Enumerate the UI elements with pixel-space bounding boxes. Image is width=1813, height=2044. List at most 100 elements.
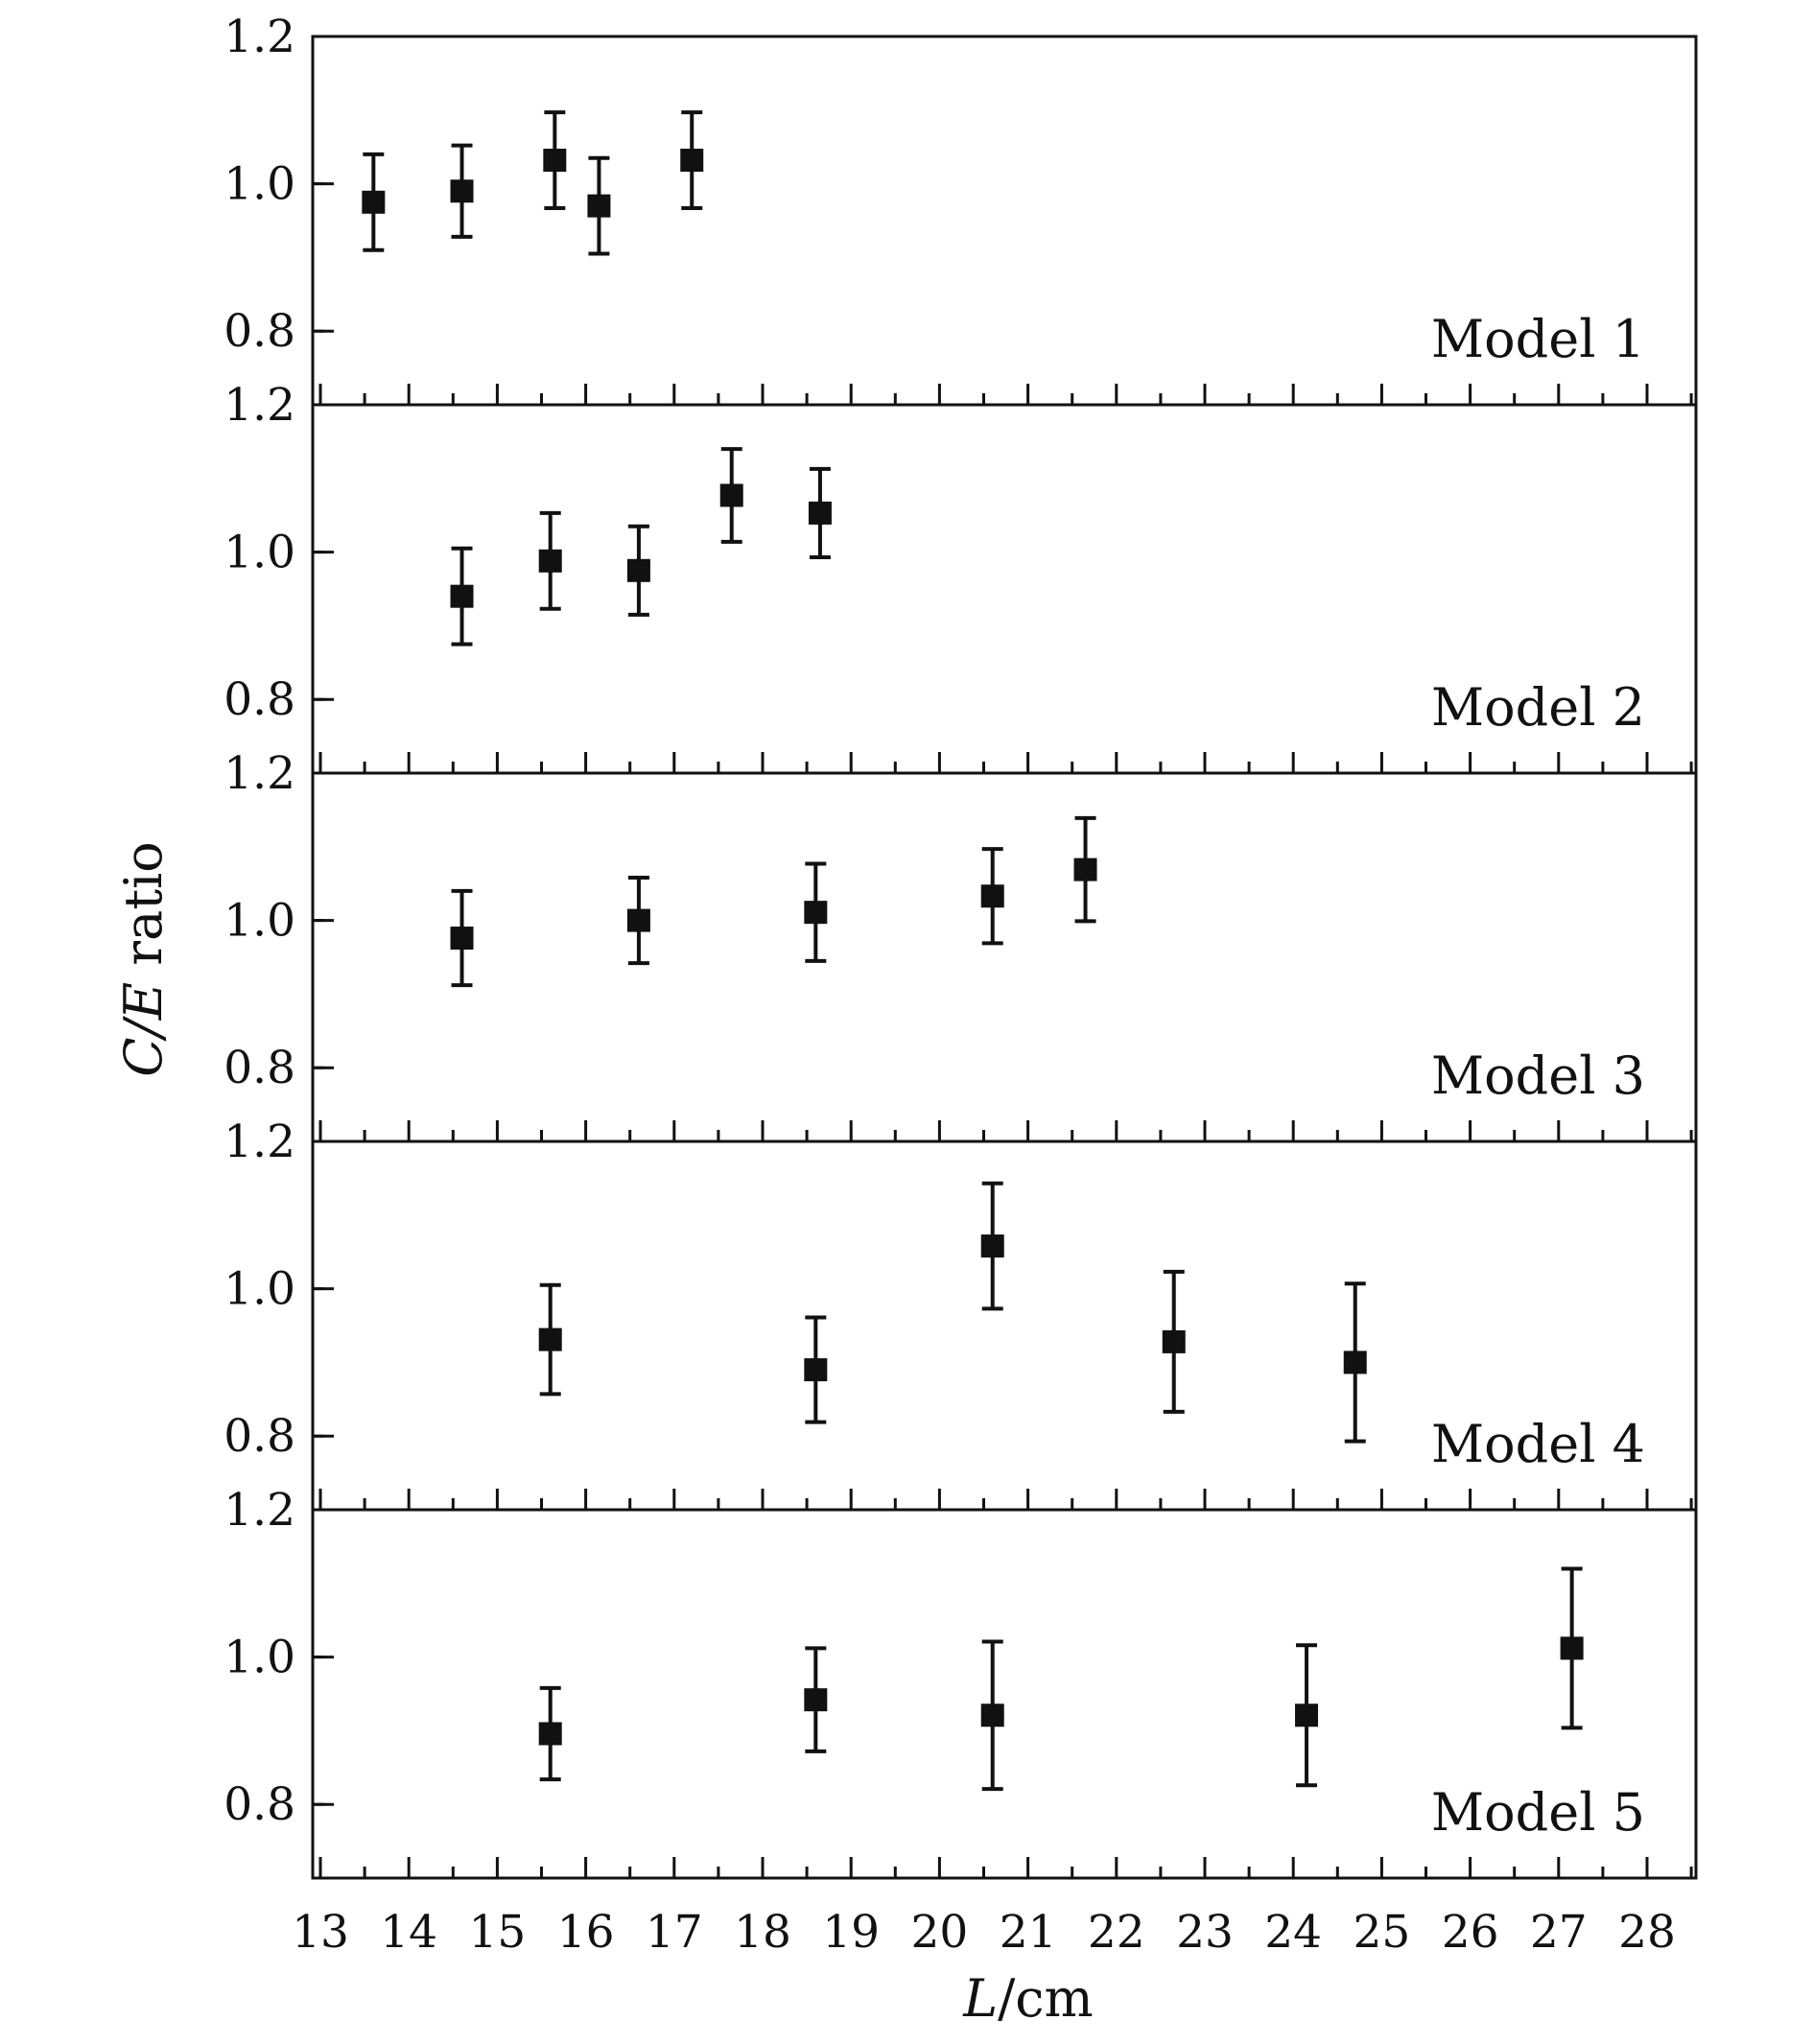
panel-1: 0.8 1.0 1.2 Model 1 <box>224 11 1698 407</box>
panel-4: 0.8 1.0 1.2 Model 4 <box>224 1116 1698 1512</box>
data-point <box>980 1181 1004 1311</box>
x-tick-label: 24 <box>1264 1906 1322 1959</box>
panel-label: Model 2 <box>1431 677 1645 738</box>
marker-square <box>719 483 743 507</box>
data-point <box>538 1685 562 1782</box>
y-tick-label: 0.8 <box>224 673 295 726</box>
marker-square <box>808 501 832 525</box>
data-point <box>543 110 567 210</box>
marker-square <box>450 179 474 203</box>
x-axis-title: L/cm <box>962 1968 1094 2029</box>
marker-square <box>980 1234 1004 1258</box>
y-tick-label: 0.8 <box>224 305 295 358</box>
data-point <box>450 888 474 988</box>
panel-label: Model 4 <box>1431 1414 1645 1474</box>
marker-square <box>1073 858 1097 881</box>
data-point <box>1295 1643 1319 1788</box>
data-point <box>626 876 650 966</box>
marker-square <box>450 584 474 608</box>
data-point <box>587 155 611 256</box>
data-point <box>980 1639 1004 1792</box>
marker-square <box>1343 1351 1367 1374</box>
marker-square <box>980 884 1004 908</box>
marker-square <box>587 194 611 218</box>
y-tick-label: 1.2 <box>224 747 295 800</box>
marker-square <box>626 908 650 932</box>
y-tick-label: 0.8 <box>224 1042 295 1094</box>
data-point <box>719 447 743 544</box>
x-tick-label: 17 <box>646 1906 703 1959</box>
data-point <box>538 510 562 611</box>
data-point <box>450 546 474 646</box>
marker-square <box>1560 1636 1584 1660</box>
x-tick-label: 25 <box>1353 1906 1410 1959</box>
x-tick-label: 19 <box>822 1906 880 1959</box>
data-point <box>538 1282 562 1397</box>
marker-square <box>680 149 704 173</box>
x-tick-label: 14 <box>380 1906 437 1959</box>
y-tick-label: 0.8 <box>224 1410 295 1463</box>
marker-square <box>543 149 567 173</box>
x-tick-label: 13 <box>292 1906 349 1959</box>
panel-label: Model 3 <box>1431 1045 1645 1106</box>
x-tick-label: 15 <box>468 1906 526 1959</box>
data-point <box>1560 1566 1584 1730</box>
x-tick-label: 18 <box>734 1906 791 1959</box>
y-axis-title: C/E ratio <box>113 841 174 1077</box>
panel-3: 0.8 1.0 1.2 Model 3 <box>224 747 1698 1143</box>
data-point <box>804 1315 828 1424</box>
y-axis-variable: C/E <box>113 982 174 1077</box>
y-tick-label: 1.2 <box>224 1116 295 1168</box>
marker-square <box>538 1722 562 1746</box>
x-tick-label: 16 <box>557 1906 615 1959</box>
marker-square <box>1295 1703 1319 1727</box>
data-point <box>1162 1269 1186 1414</box>
x-tick-label: 23 <box>1176 1906 1234 1959</box>
marker-square <box>538 1327 562 1351</box>
data-point <box>980 847 1004 946</box>
marker-square <box>538 549 562 573</box>
data-point <box>680 110 704 210</box>
data-point <box>362 152 386 252</box>
data-point <box>1343 1281 1367 1444</box>
marker-square <box>450 927 474 951</box>
data-point <box>804 1646 828 1753</box>
y-axis-text: ratio <box>113 841 174 982</box>
marker-square <box>362 190 386 214</box>
x-tick-label: 26 <box>1442 1906 1499 1959</box>
x-tick-label: 27 <box>1530 1906 1588 1959</box>
marker-square <box>1162 1329 1186 1353</box>
panel-2: 0.8 1.0 1.2 Model 2 <box>224 379 1698 775</box>
x-tick-label: 28 <box>1618 1906 1676 1959</box>
x-tick-label: 22 <box>1088 1906 1145 1959</box>
panel-frame <box>311 1508 1698 1880</box>
panel-5: 0.8 1.0 1.2 Model 5 <box>224 1484 1698 1880</box>
data-point <box>808 466 832 559</box>
y-tick-label: 1.0 <box>224 1263 295 1316</box>
marker-square <box>804 901 828 925</box>
x-axis-unit: /cm <box>998 1968 1094 2029</box>
panel-label: Model 5 <box>1431 1782 1645 1843</box>
y-tick-label: 1.2 <box>224 1484 295 1537</box>
y-tick-label: 1.0 <box>224 1632 295 1684</box>
y-tick-label: 1.0 <box>224 158 295 211</box>
marker-square <box>626 558 650 582</box>
marker-square <box>804 1358 828 1382</box>
marker-square <box>804 1688 828 1712</box>
data-point <box>626 524 650 617</box>
y-tick-label: 0.8 <box>224 1778 295 1831</box>
x-tick-label: 20 <box>910 1906 968 1959</box>
data-point <box>804 861 828 963</box>
data-point <box>1073 815 1097 924</box>
y-tick-label: 1.2 <box>224 379 295 432</box>
x-axis-variable: L <box>962 1968 998 2029</box>
x-tick-label: 21 <box>1000 1906 1057 1959</box>
marker-square <box>980 1703 1004 1727</box>
panel-label: Model 1 <box>1431 309 1645 369</box>
data-point <box>450 143 474 239</box>
y-tick-label: 1.0 <box>224 895 295 948</box>
y-tick-label: 1.2 <box>224 11 295 63</box>
y-tick-label: 1.0 <box>224 527 295 579</box>
